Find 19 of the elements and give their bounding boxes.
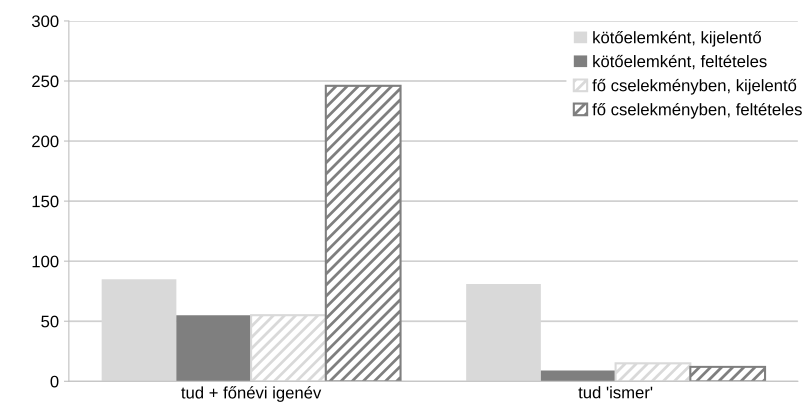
legend-label: kötőelemként, kijelentő <box>593 30 762 47</box>
bar <box>689 366 766 382</box>
y-tick-label: 50 <box>41 316 58 328</box>
y-tick-label: 0 <box>50 376 58 388</box>
legend-label: kötőelemként, feltételes <box>593 54 767 70</box>
x-tick-label: tud 'ismer' <box>578 386 652 398</box>
y-tick-label: 200 <box>32 135 58 148</box>
y-tick-label: 150 <box>32 196 58 208</box>
y-tick-label: 100 <box>32 256 58 268</box>
legend-label: fő cselekményben, feltételes <box>592 102 802 119</box>
y-tick-label: 250 <box>32 75 58 88</box>
bar <box>540 370 616 382</box>
y-tick-label: 300 <box>32 15 58 28</box>
bar <box>176 315 252 382</box>
x-tick-label: tud + főnévi igenév <box>181 386 322 402</box>
legend-label: fő cselekményben, kijelentő <box>592 78 796 95</box>
bar <box>614 362 692 382</box>
bar <box>250 314 327 382</box>
bar <box>324 84 402 382</box>
